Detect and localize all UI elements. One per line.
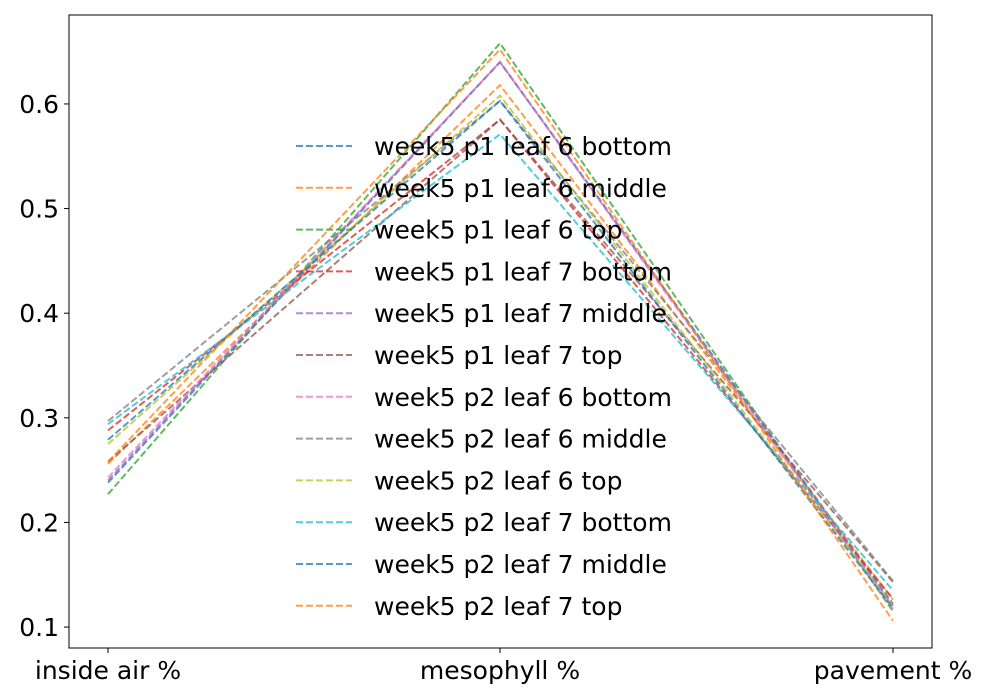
series-lines — [107, 41, 894, 622]
y-tick-label: 0.3 — [19, 404, 59, 433]
legend-entry: week5 p2 leaf 7 middle — [374, 550, 667, 579]
legend-entry: week5 p2 leaf 6 middle — [374, 425, 667, 454]
legend-entry: week5 p1 leaf 6 middle — [374, 174, 667, 203]
series-line-12 — [107, 47, 894, 622]
y-tick-label: 0.4 — [19, 299, 59, 328]
series-line-7 — [107, 60, 894, 610]
series-line-11 — [107, 99, 894, 609]
legend-entry: week5 p2 leaf 6 bottom — [374, 383, 672, 412]
legend-entry: week5 p1 leaf 7 top — [374, 341, 622, 370]
legend-entry: week5 p1 leaf 7 bottom — [374, 257, 672, 286]
y-tick-label: 0.1 — [19, 613, 59, 642]
legend-entry: week5 p1 leaf 6 bottom — [374, 132, 672, 161]
series-line-8 — [107, 99, 894, 582]
legend: week5 p1 leaf 6 bottom week5 p1 leaf 6 mi… — [296, 132, 672, 621]
legend-entry: week5 p2 leaf 7 top — [374, 592, 622, 621]
y-axis: 0.1 0.2 0.3 0.4 0.5 0.6 — [19, 90, 69, 642]
x-axis: inside air % mesophyll % pavement % — [35, 648, 972, 685]
x-tick-label: mesophyll % — [420, 656, 580, 685]
legend-entry: week5 p1 leaf 7 middle — [374, 299, 667, 328]
legend-entry: week5 p2 leaf 7 bottom — [374, 508, 672, 537]
y-tick-label: 0.6 — [19, 90, 59, 119]
y-tick-label: 0.2 — [19, 508, 59, 537]
legend-entry: week5 p2 leaf 6 top — [374, 466, 622, 495]
y-tick-label: 0.5 — [19, 195, 59, 224]
legend-entry: week5 p1 leaf 6 top — [374, 216, 622, 245]
x-tick-label: pavement % — [814, 656, 972, 685]
x-tick-label: inside air % — [35, 656, 181, 685]
